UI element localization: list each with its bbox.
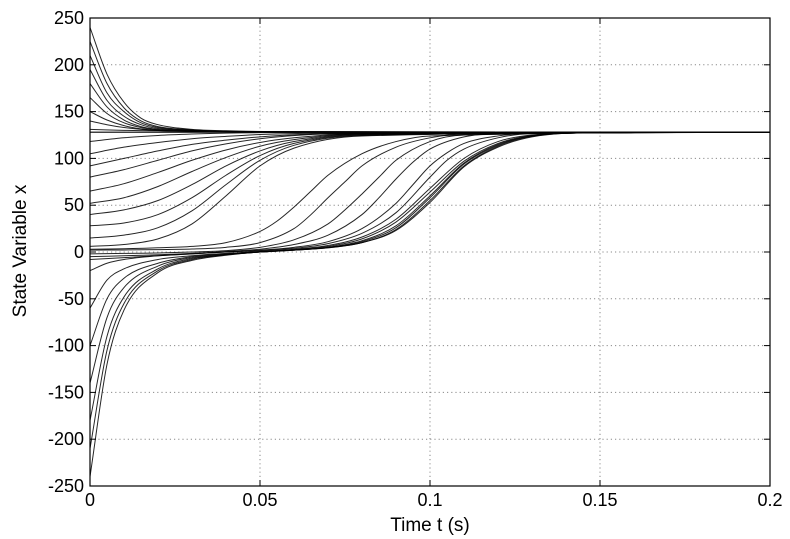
trajectory-line xyxy=(89,131,771,250)
x-tick-label: 0.2 xyxy=(757,490,782,510)
y-tick-label: -50 xyxy=(58,289,84,309)
trajectory-line xyxy=(89,131,771,255)
y-tick-label: 100 xyxy=(54,148,84,168)
trajectory-series xyxy=(89,27,771,477)
trajectory-line xyxy=(89,131,771,477)
trajectory-line xyxy=(89,131,771,258)
axes: 0 0.05 0.1 0.15 0.2 -250 -200 -150 -100 -50 0 50 100… xyxy=(48,8,783,510)
trajectory-line xyxy=(89,69,771,133)
trajectory-line xyxy=(89,131,771,251)
y-tick-label: 50 xyxy=(64,195,84,215)
y-tick-label: -150 xyxy=(48,382,84,402)
trajectory-line xyxy=(89,131,771,346)
x-tick-label: 0.05 xyxy=(242,490,277,510)
trajectory-line xyxy=(89,41,771,133)
y-axis-label: State Variable x xyxy=(10,184,31,317)
x-axis-label: Time t (s) xyxy=(390,515,470,536)
y-tick-label: 200 xyxy=(54,55,84,75)
y-tick-label: -100 xyxy=(48,336,84,356)
trajectory-line xyxy=(89,131,771,421)
y-tick-label: -250 xyxy=(48,476,84,496)
trajectory-line xyxy=(89,131,771,272)
trajectory-line xyxy=(89,27,771,133)
y-tick-label: -200 xyxy=(48,429,84,449)
x-tick-label: 0.15 xyxy=(582,490,617,510)
trajectory-line xyxy=(89,83,771,133)
x-tick-label: 0 xyxy=(85,490,95,510)
y-tick-label: 0 xyxy=(74,242,84,262)
y-tick-label: 250 xyxy=(54,8,84,28)
x-tick-label: 0.1 xyxy=(417,490,442,510)
y-tick-label: 150 xyxy=(54,102,84,122)
